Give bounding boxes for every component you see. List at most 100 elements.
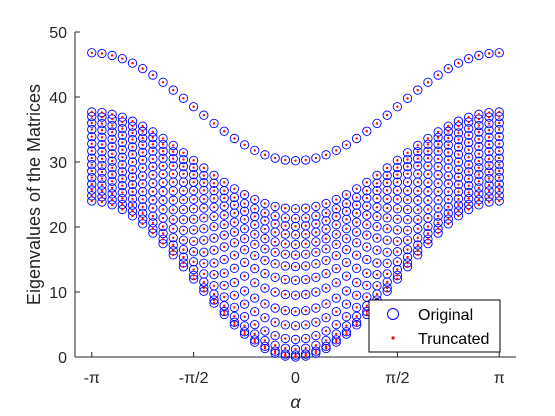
original-point	[148, 127, 158, 137]
original-point	[188, 264, 199, 275]
original-point	[351, 311, 362, 322]
original-point	[402, 148, 413, 158]
original-point	[168, 205, 178, 215]
truncated-point	[365, 213, 369, 217]
y-tick-label: 20	[49, 220, 67, 237]
truncated-point	[355, 230, 358, 234]
truncated-point	[263, 219, 267, 222]
original-point	[250, 145, 260, 156]
truncated-point	[396, 218, 399, 221]
original-point	[321, 216, 331, 226]
truncated-point	[172, 249, 175, 253]
original-point	[402, 93, 413, 103]
truncated-point	[273, 306, 277, 310]
truncated-point	[345, 330, 348, 333]
original-point	[219, 210, 229, 220]
truncated-point	[243, 227, 246, 230]
original-point	[209, 185, 219, 196]
truncated-point	[436, 130, 440, 134]
truncated-point	[467, 191, 470, 194]
original-point	[321, 313, 331, 323]
original-point	[331, 211, 341, 222]
truncated-point	[487, 183, 491, 187]
truncated-point	[182, 229, 185, 232]
original-point	[494, 153, 504, 163]
truncated-point	[151, 165, 155, 168]
truncated-point	[192, 189, 195, 192]
original-point	[464, 167, 474, 177]
truncated-point	[498, 51, 501, 54]
truncated-point	[212, 122, 216, 125]
original-point	[331, 329, 341, 339]
original-point	[443, 179, 453, 189]
original-point	[402, 244, 413, 255]
truncated-point	[304, 309, 307, 312]
original-point	[219, 268, 229, 278]
truncated-point	[253, 338, 256, 342]
original-point	[239, 206, 250, 216]
truncated-point	[406, 238, 409, 242]
truncated-point	[212, 174, 216, 177]
truncated-point	[121, 208, 124, 211]
truncated-point	[375, 174, 379, 177]
original-point	[209, 281, 219, 291]
truncated-point	[436, 73, 440, 77]
truncated-point	[263, 259, 267, 262]
original-point	[311, 219, 321, 229]
truncated-point	[406, 165, 409, 168]
original-point	[311, 330, 321, 341]
original-point	[148, 154, 158, 164]
truncated-point	[375, 248, 379, 252]
truncated-point	[406, 261, 409, 265]
original-point	[474, 120, 484, 131]
truncated-point	[355, 315, 358, 318]
original-point	[311, 303, 321, 313]
truncated-point	[487, 200, 491, 204]
original-point	[392, 214, 403, 224]
original-point	[168, 85, 178, 95]
original-point	[443, 194, 453, 204]
truncated-point	[263, 153, 267, 157]
truncated-point	[416, 189, 419, 193]
truncated-point	[406, 248, 409, 251]
original-point	[107, 127, 117, 137]
truncated-point	[477, 173, 481, 176]
original-point	[341, 224, 352, 234]
original-point	[494, 179, 504, 189]
truncated-point	[467, 170, 470, 173]
truncated-point	[131, 119, 134, 123]
truncated-point	[192, 218, 195, 221]
original-point	[341, 198, 352, 209]
truncated-point	[406, 208, 409, 211]
truncated-point	[100, 128, 104, 132]
truncated-point	[314, 231, 318, 234]
original-point	[199, 185, 209, 196]
original-point	[250, 263, 260, 274]
original-point	[494, 48, 504, 58]
truncated-point	[345, 261, 348, 264]
truncated-point	[151, 73, 155, 77]
original-point	[494, 139, 504, 149]
original-point	[453, 149, 464, 160]
original-point	[250, 211, 260, 222]
truncated-point	[375, 261, 379, 265]
original-point	[474, 183, 484, 193]
truncated-point	[365, 189, 369, 192]
original-point	[117, 167, 127, 177]
original-point	[138, 155, 148, 165]
truncated-point	[202, 251, 206, 254]
truncated-point	[151, 157, 155, 161]
truncated-point	[304, 207, 307, 210]
original-point	[474, 189, 484, 199]
original-point	[270, 346, 280, 356]
original-point	[107, 189, 117, 199]
original-point	[188, 214, 199, 224]
truncated-point	[447, 198, 450, 201]
truncated-point	[314, 214, 318, 218]
truncated-point	[172, 236, 175, 239]
original-point	[311, 272, 321, 282]
original-point	[97, 147, 107, 157]
original-point	[209, 193, 219, 204]
original-point	[464, 193, 474, 204]
truncated-point	[345, 315, 348, 318]
